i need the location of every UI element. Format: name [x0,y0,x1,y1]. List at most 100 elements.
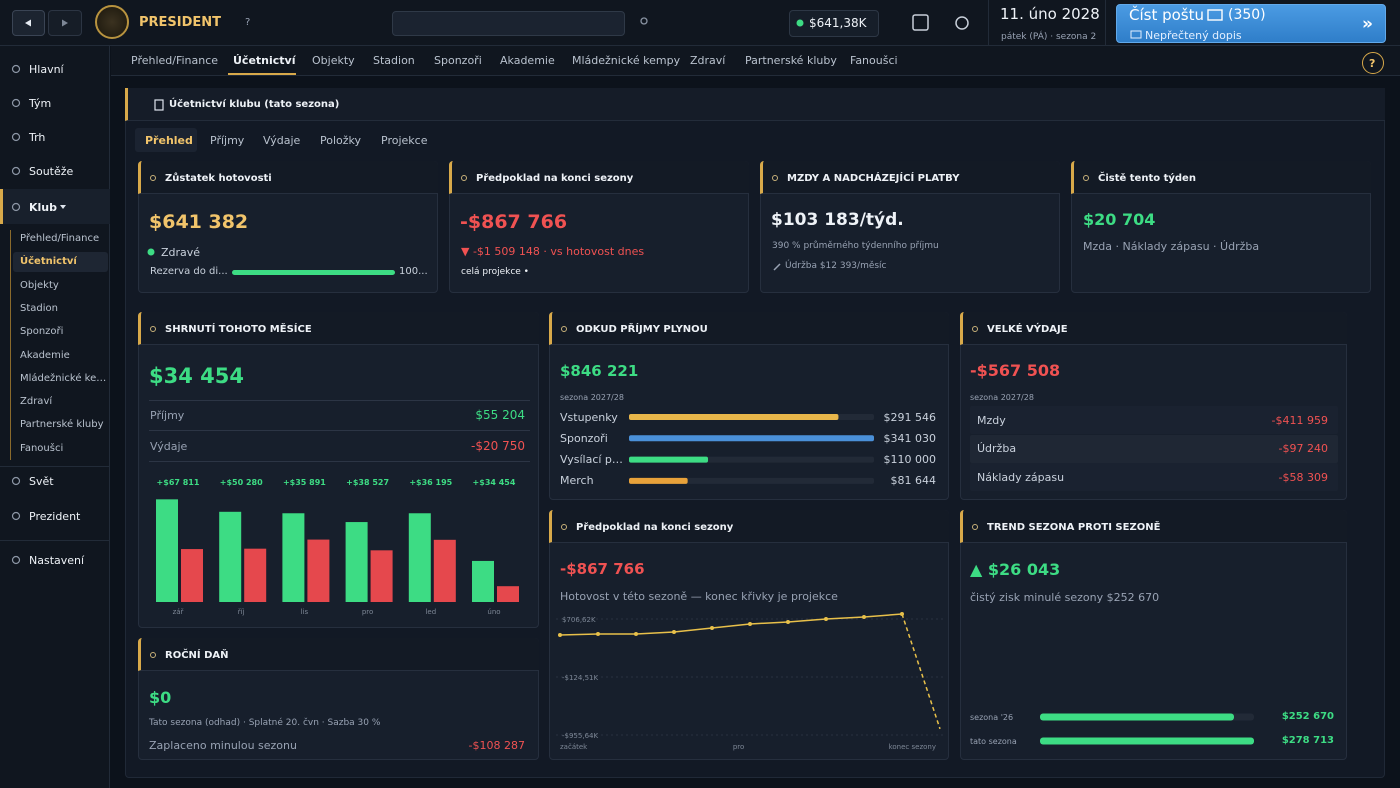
tab[interactable]: Akademie [500,53,555,67]
club-subnav-item[interactable]: Účetnictví [20,256,77,268]
expense-label: Mzdy [977,413,1006,427]
mail-title: Číst poštu [1129,5,1205,24]
nav-item[interactable]: Soutěže [29,164,74,178]
card-header [760,161,1060,194]
tab[interactable]: Fanoušci [850,53,898,67]
nav-item[interactable]: Hlavní [29,62,64,76]
subtab[interactable]: Příjmy [210,133,245,147]
card [549,510,949,760]
card-header [960,312,1347,345]
help-button-label[interactable]: ? [1369,56,1376,70]
help-button[interactable] [1362,52,1384,74]
card-header [1071,161,1371,194]
card [138,312,539,628]
tab[interactable]: Účetnictví [233,53,296,67]
subtab[interactable]: Projekce [381,133,428,147]
club-subnav-item[interactable]: Mládežnické kempy [20,372,108,384]
nav-item[interactable]: Svět [29,474,54,488]
tab[interactable]: Stadion [373,53,415,67]
card-title: Předpoklad na konci sezony [476,173,634,184]
card-header [138,161,438,194]
nav-item[interactable]: Trh [29,130,46,144]
month-value: $34 454 [149,363,244,388]
week-note: Mzda · Náklady zápasu · Údržba [1083,239,1260,253]
card-header [449,161,749,194]
club-subnav-item[interactable]: Objekty [20,279,59,291]
club-subnav-item[interactable]: Akademie [20,349,70,361]
card-title: SHRNUTÍ TOHOTO MĚSÍCE [165,324,312,335]
card-title: VELKÉ VÝDAJE [987,324,1068,335]
nav-club[interactable]: Klub [29,200,57,214]
search-box[interactable] [392,11,625,36]
week-value: $20 704 [1083,210,1156,229]
forecast-delta: ▼ -$1 509 148 · vs hotovost dnes [461,244,645,258]
card-title: Předpoklad na konci sezony [576,522,734,533]
nav-item[interactable]: Tým [29,96,52,110]
help-link[interactable]: ? [245,17,251,28]
row-divider [149,430,530,431]
tab[interactable]: Objekty [312,53,355,67]
forward-button[interactable] [48,10,82,36]
mail-sub: Nepřečtený dopis [1145,28,1242,42]
club-subnav-active [13,252,108,273]
nav-settings[interactable]: Nastavení [29,553,85,567]
tab[interactable]: Přehled/Finance [131,53,219,67]
trend-amount: $278 713 [1281,735,1334,746]
club-subnav-item[interactable]: Zdraví [20,396,53,408]
trend-note: čistý zisk minulé sezony $252 670 [970,590,1160,604]
club-subnav-item[interactable]: Fanoušci [20,442,64,454]
brand: PRESIDENT [139,15,222,30]
cash-value: $641 382 [149,210,249,233]
income-amount: $81 644 [890,474,937,488]
trend-label: tato sezona [970,736,1017,746]
income-season: sezona 2027/28 [560,392,624,402]
mail-button[interactable] [1116,4,1386,43]
trend-amount: $252 670 [1281,711,1334,722]
club-subnav-item[interactable]: Sponzoři [20,326,64,338]
mail-count: (350) [1228,7,1266,23]
row-divider [149,461,530,462]
back-button[interactable] [12,10,45,36]
logo [95,5,129,39]
subtab-active [135,128,197,152]
club-subnav-item[interactable]: Partnerské kluby [20,419,104,431]
subtab[interactable]: Přehled [145,133,193,147]
card-title: ODKUD PŘÍJMY PLYNOU [576,324,708,335]
card-title: ROČNÍ DAŇ [165,650,229,661]
subtab[interactable]: Výdaje [263,133,301,147]
cash-pill [789,10,879,37]
cash: $641,38K [809,15,867,30]
tab[interactable]: Mládežnické kempy [572,53,681,67]
nav-item[interactable]: Prezident [29,509,81,523]
projection-note: Hotovost v této sezoně — konec křivky je… [560,589,838,603]
income-amount: $341 030 [883,431,937,445]
card-title: Čistě tento týden [1098,173,1196,184]
trend-value: ▲ $26 043 [970,560,1061,579]
month-row-value: $55 204 [475,407,525,422]
expense-value: -$97 240 [1278,442,1328,455]
expenses-season: sezona 2027/28 [970,392,1034,402]
nav-sep [0,540,110,541]
subtab[interactable]: Položky [320,133,362,147]
wages-note: 390 % průměrného týdenního příjmu [772,240,939,251]
club-subnav-item[interactable]: Přehled/Finance [20,233,100,244]
income-amount: $291 546 [883,410,937,424]
expense-value: -$411 959 [1271,413,1328,427]
income-value: $846 221 [560,361,639,380]
row-divider [149,400,530,401]
card-header [138,638,539,671]
club-subnav-item[interactable]: Stadion [20,302,58,314]
tab[interactable]: Sponzoři [434,53,482,67]
forecast-value: -$867 766 [460,210,568,233]
tab[interactable]: Zdraví [690,53,726,67]
club-subnav-line [10,230,11,460]
month-row-label: Příjmy [150,408,185,422]
forecast-note: celá projekce • [461,266,529,277]
tax-row-value: -$108 287 [468,738,525,752]
tab[interactable]: Partnerské kluby [745,53,837,67]
expense-row [970,406,1338,434]
month-row-value: -$20 750 [471,438,525,453]
projection-value: -$867 766 [560,559,645,578]
date: 11. úno 2028 [1000,4,1100,23]
